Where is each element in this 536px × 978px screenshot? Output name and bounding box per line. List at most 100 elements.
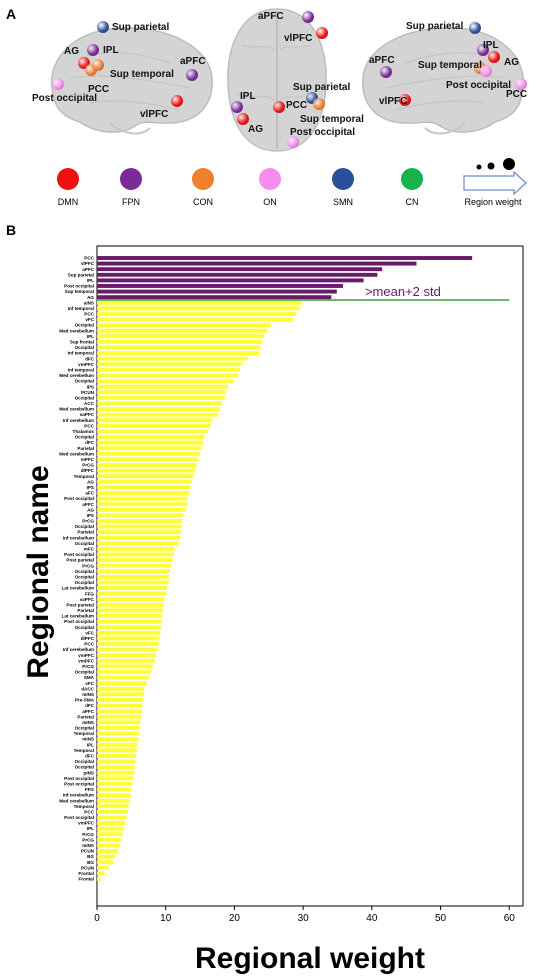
- bar: [97, 597, 165, 602]
- category-label: Temporal: [74, 748, 94, 753]
- category-label: BG: [87, 860, 94, 865]
- category-label: Parietal: [77, 446, 94, 451]
- region-marker: [313, 98, 325, 110]
- region-marker: [469, 22, 481, 34]
- category-label: SMA: [84, 675, 95, 680]
- bar: [97, 429, 209, 434]
- bar: [97, 837, 122, 842]
- region-label: Sup parietal: [293, 82, 351, 93]
- category-label: vmPFC: [78, 658, 95, 663]
- bar: [97, 871, 105, 876]
- bar: [97, 849, 119, 853]
- category-label: IPL: [87, 278, 94, 283]
- bar: [97, 328, 268, 333]
- bar: [97, 546, 175, 551]
- x-tick-group: 0 10 20 30 40 50 60: [94, 906, 515, 924]
- bar: [97, 558, 173, 563]
- category-label: PCC: [84, 809, 94, 814]
- bar: [97, 446, 202, 451]
- bar: [97, 451, 201, 456]
- bar: [97, 602, 164, 607]
- category-label: IPS: [87, 485, 94, 490]
- category-label: Med cerebellum: [59, 451, 94, 456]
- category-label: aPFC: [82, 267, 94, 272]
- bar: [97, 367, 240, 372]
- category-label: dFC: [85, 703, 95, 708]
- category-label: dFC: [85, 754, 95, 759]
- category-label: vFC: [85, 317, 94, 322]
- bar: [97, 300, 302, 305]
- region-label: IPL: [240, 91, 256, 102]
- bar: [97, 798, 130, 803]
- bar: [97, 373, 238, 378]
- bar: [97, 636, 160, 641]
- category-label: Occipital: [75, 574, 94, 579]
- category-label: Temporal: [74, 731, 94, 736]
- bar: [97, 619, 162, 624]
- category-label: Lat cerebellum: [62, 614, 94, 619]
- category-label: PrCG: [82, 563, 94, 568]
- category-label: ACC: [84, 401, 95, 406]
- category-label: vFC: [85, 681, 94, 686]
- region-weight-legend-label: Region weight: [464, 197, 522, 207]
- region-label: Sup temporal: [418, 60, 482, 71]
- category-label: Occipital: [75, 580, 94, 585]
- category-label: Occipital: [75, 379, 94, 384]
- category-label: Occipital: [75, 569, 94, 574]
- category-label: dACC: [81, 686, 94, 691]
- category-label: vaPFC: [80, 597, 95, 602]
- category-label: vmPFC: [78, 653, 95, 658]
- bar: [97, 379, 234, 384]
- region-label: Sup parietal: [112, 22, 170, 33]
- category-label: Post occipital: [64, 552, 94, 557]
- region-marker: [287, 136, 299, 148]
- category-label: Occipital: [75, 524, 94, 529]
- category-label: AG: [87, 479, 94, 484]
- bar: [97, 686, 145, 691]
- category-label: vmPFC: [78, 821, 95, 826]
- category-label: Inf temporal: [68, 351, 94, 356]
- region-marker: [171, 95, 183, 107]
- region-weight-legend: [463, 158, 527, 196]
- bar: [97, 474, 194, 479]
- category-label: Inf temporal: [68, 367, 94, 372]
- legend-swatch-smn: [332, 168, 354, 190]
- bar: [97, 401, 223, 406]
- category-label: aINS: [84, 300, 94, 305]
- category-label: Inf cerebellum: [63, 535, 94, 540]
- category-label: FFG: [85, 787, 95, 792]
- region-marker: [480, 65, 492, 77]
- category-label: Inf cerebellum: [63, 647, 94, 652]
- category-label: PCC: [84, 642, 94, 647]
- category-label: Inf temporal: [68, 306, 94, 311]
- category-label: Post parietal: [66, 558, 94, 563]
- region-label: AG: [504, 57, 519, 68]
- legend-swatch-on: [259, 168, 281, 190]
- region-marker: [186, 69, 198, 81]
- region-label: Post occipital: [290, 127, 356, 138]
- category-label: IPL: [87, 742, 94, 747]
- category-label: Occipital: [75, 541, 94, 546]
- category-label: Occipital: [75, 726, 94, 731]
- region-label: PCC: [88, 84, 110, 95]
- bar: [97, 491, 190, 495]
- bar: [97, 642, 159, 646]
- weight-dot-medium: [487, 162, 495, 170]
- bar: [97, 518, 183, 523]
- category-label: Temporal: [74, 804, 94, 809]
- region-label: Post occipital: [32, 93, 98, 104]
- category-label: Parietal: [77, 714, 94, 719]
- region-marker: [97, 21, 109, 33]
- bar: [97, 496, 188, 501]
- category-label: dFC: [85, 356, 95, 361]
- bar: [97, 793, 131, 798]
- category-label: Temporal: [74, 474, 94, 479]
- category-label: FFG: [85, 591, 95, 596]
- category-label: Med cerebellum: [59, 328, 94, 333]
- bar: [97, 351, 260, 356]
- region-marker: [488, 51, 500, 63]
- bar: [97, 440, 204, 445]
- bar: [97, 468, 196, 473]
- category-label: Occipital: [75, 625, 94, 630]
